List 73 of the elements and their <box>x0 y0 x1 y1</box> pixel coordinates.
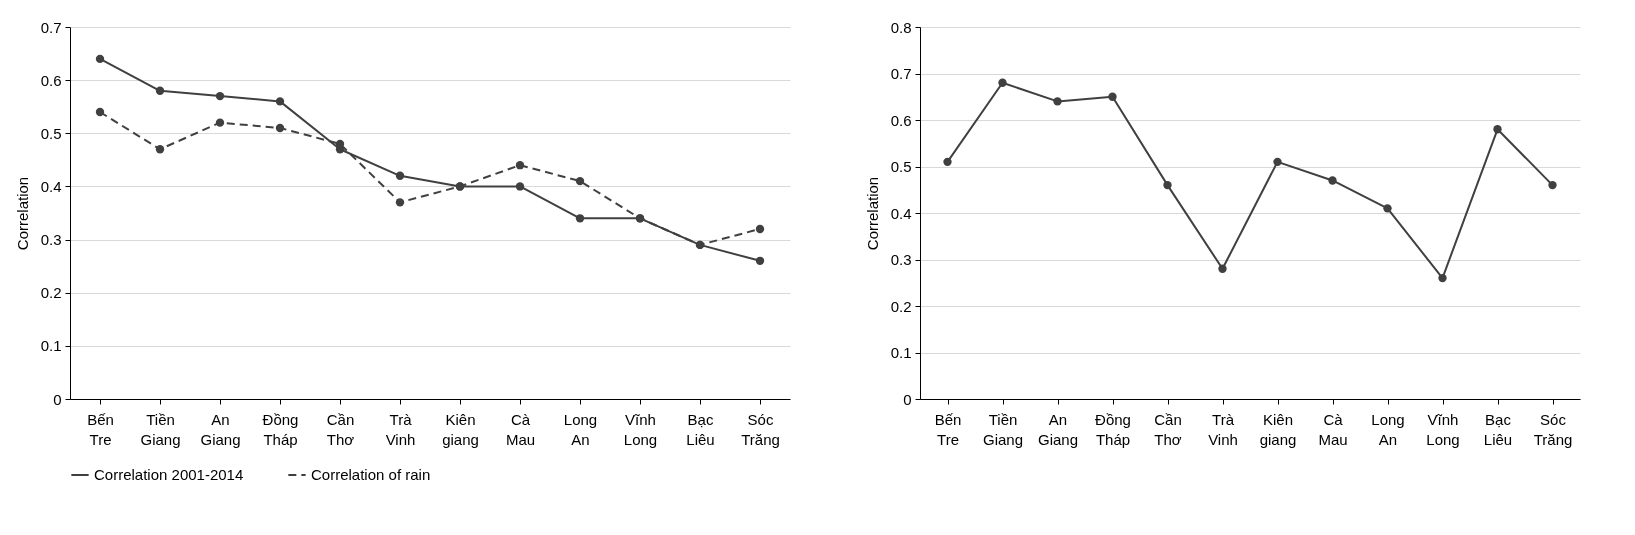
point <box>1108 92 1117 101</box>
point <box>1438 273 1447 283</box>
point <box>515 161 525 170</box>
x-tick-label: Tiền Giang <box>140 410 181 448</box>
x-tick-label: Bạc Liêu <box>686 410 715 448</box>
y-tick-label: 0.6 <box>40 71 62 89</box>
y-tick-label: 0.2 <box>890 297 912 315</box>
y-tick-label: 0.3 <box>40 231 62 249</box>
y-tick-label: 0.3 <box>890 251 912 268</box>
legend-label: Correlation 2001-2014 <box>94 466 244 483</box>
x-tick-label: Cà Mau <box>1318 410 1348 448</box>
x-tick-label: Kiên giang <box>1259 410 1297 448</box>
y-tick-label: 0.5 <box>40 124 62 142</box>
y-tick-label: 0 <box>53 390 62 408</box>
point <box>1328 176 1337 185</box>
point <box>943 157 952 167</box>
x-tick-label: Long An <box>563 410 598 448</box>
x-tick-label: An Giang <box>1037 410 1079 448</box>
x-tick-label: Đồng Tháp <box>1095 410 1131 448</box>
point <box>395 171 405 180</box>
y-tick-label: 0.7 <box>890 65 912 82</box>
x-tick-label: Cần Thơ <box>326 410 355 448</box>
point <box>155 145 165 154</box>
y-tick-label: 0.5 <box>890 158 912 175</box>
x-tick-label: Cần Thơ <box>1154 410 1182 448</box>
x-tick-label: Trà Vinh <box>385 410 416 448</box>
point <box>755 224 765 234</box>
x-tick-label: An Giang <box>200 410 241 448</box>
x-tick-label: Kiên giang <box>442 410 479 448</box>
y-tick-label: 0.7 <box>40 18 62 36</box>
point <box>155 86 165 95</box>
point <box>515 182 525 191</box>
x-tick-label: Sóc Trăng <box>741 410 780 448</box>
y-tick-label: 0.1 <box>40 337 62 355</box>
y-tick-label: 0.8 <box>890 18 912 36</box>
point <box>575 214 585 223</box>
point <box>1383 204 1392 213</box>
point <box>755 256 765 265</box>
x-tick-label: Tiền Giang <box>982 410 1024 448</box>
y-tick-label: 0.4 <box>890 204 912 222</box>
x-tick-label: Đồng Tháp <box>262 410 299 448</box>
point <box>215 118 225 127</box>
x-tick-label: Bạc Liêu <box>1483 410 1513 448</box>
x-tick-label: Vĩnh Long <box>1426 410 1460 448</box>
x-tick-label: Trà Vinh <box>1208 410 1238 448</box>
point <box>95 54 105 64</box>
y-tick-label: 0 <box>903 390 912 408</box>
x-tick-label: Bến Tre <box>87 410 114 448</box>
y-tick-label: 0.4 <box>40 177 62 195</box>
point <box>95 107 105 117</box>
y-tick-label: 0.6 <box>890 111 912 129</box>
point <box>1053 97 1062 106</box>
point <box>1273 157 1282 167</box>
point <box>1218 264 1227 273</box>
point <box>998 78 1007 87</box>
point <box>1163 180 1172 190</box>
y-axis-title: Correlation <box>13 176 31 251</box>
x-tick-label: Long An <box>1371 410 1405 448</box>
point <box>575 176 585 186</box>
x-tick-label: Bến Tre <box>934 410 962 448</box>
y-tick-label: 0.1 <box>890 344 912 361</box>
point <box>1493 125 1502 134</box>
x-tick-label: Vĩnh Long <box>623 410 658 448</box>
x-tick-label: Cà Mau <box>505 410 536 448</box>
point <box>1548 180 1557 190</box>
y-axis-title: Correlation <box>863 176 881 251</box>
x-tick-label: Sóc Trăng <box>1533 410 1573 448</box>
y-tick-label: 0.2 <box>40 284 62 302</box>
point <box>395 198 405 207</box>
legend-label: Correlation of rain <box>311 466 431 483</box>
point <box>275 123 285 133</box>
point <box>215 91 225 101</box>
point <box>275 97 285 106</box>
